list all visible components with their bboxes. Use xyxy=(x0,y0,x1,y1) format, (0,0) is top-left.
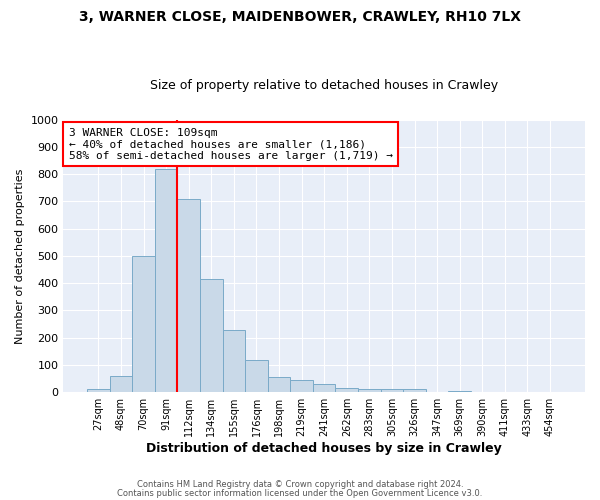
Bar xyxy=(110,376,132,392)
Text: 3, WARNER CLOSE, MAIDENBOWER, CRAWLEY, RH10 7LX: 3, WARNER CLOSE, MAIDENBOWER, CRAWLEY, R… xyxy=(79,10,521,24)
Title: Size of property relative to detached houses in Crawley: Size of property relative to detached ho… xyxy=(150,79,498,92)
Bar xyxy=(178,198,200,392)
Bar xyxy=(200,279,223,392)
Bar xyxy=(223,330,245,392)
Bar xyxy=(448,391,471,392)
Text: Contains public sector information licensed under the Open Government Licence v3: Contains public sector information licen… xyxy=(118,488,482,498)
Text: Contains HM Land Registry data © Crown copyright and database right 2024.: Contains HM Land Registry data © Crown c… xyxy=(137,480,463,489)
Bar xyxy=(290,380,313,392)
Bar xyxy=(403,389,426,392)
Bar xyxy=(87,390,110,392)
Bar xyxy=(313,384,335,392)
Bar xyxy=(155,168,178,392)
Text: 3 WARNER CLOSE: 109sqm
← 40% of detached houses are smaller (1,186)
58% of semi-: 3 WARNER CLOSE: 109sqm ← 40% of detached… xyxy=(68,128,392,161)
Bar xyxy=(335,388,358,392)
X-axis label: Distribution of detached houses by size in Crawley: Distribution of detached houses by size … xyxy=(146,442,502,455)
Bar xyxy=(380,390,403,392)
Bar xyxy=(358,389,380,392)
Bar xyxy=(268,376,290,392)
Y-axis label: Number of detached properties: Number of detached properties xyxy=(15,168,25,344)
Bar xyxy=(132,256,155,392)
Bar xyxy=(245,360,268,392)
